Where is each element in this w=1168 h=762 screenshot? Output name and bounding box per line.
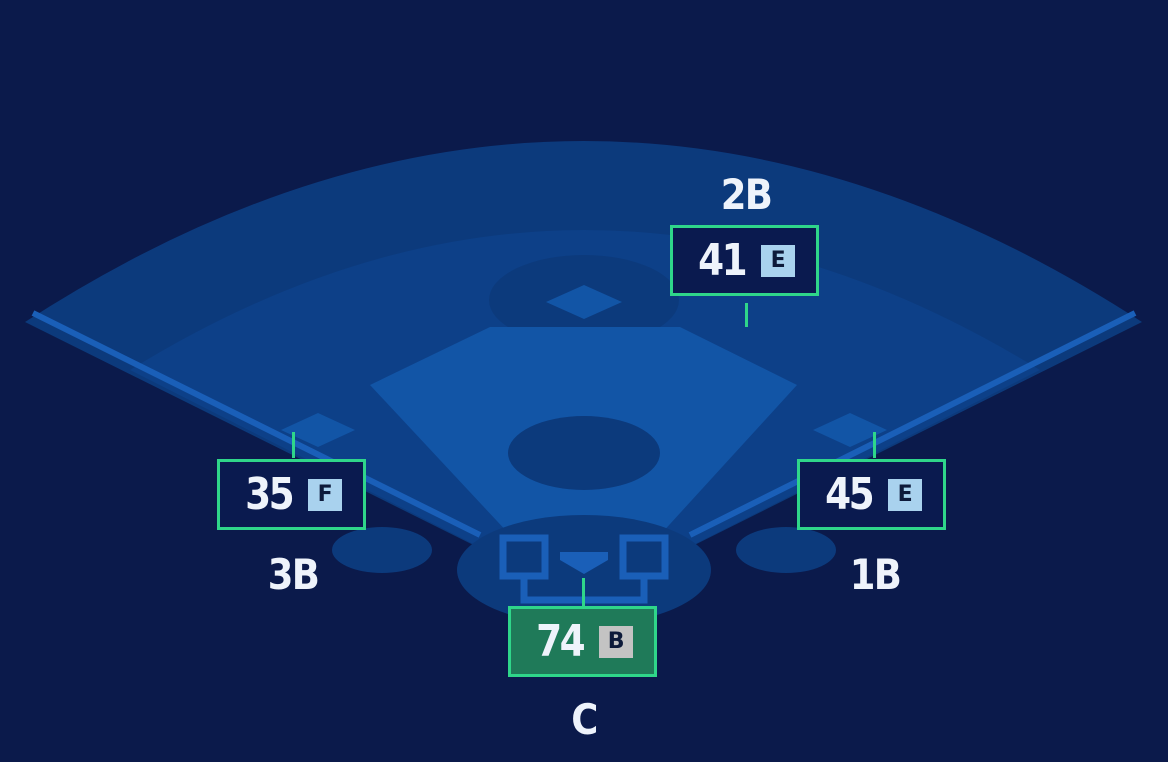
score: 74 xyxy=(536,616,586,667)
position-card-2b[interactable]: 41 E xyxy=(670,225,819,296)
position-card-3b[interactable]: 35 F xyxy=(217,459,366,530)
score: 45 xyxy=(825,469,875,520)
connector-3b xyxy=(292,432,295,458)
pitchers-mound xyxy=(508,416,660,490)
connector-c xyxy=(582,578,585,606)
position-label-1b: 1B xyxy=(849,550,902,599)
score: 35 xyxy=(245,469,295,520)
foul-line-right xyxy=(688,310,1137,538)
position-card-1b[interactable]: 45 E xyxy=(797,459,946,530)
third-base-bag xyxy=(281,413,355,447)
score: 41 xyxy=(698,235,748,286)
grade-badge: E xyxy=(761,244,796,277)
second-base-bag xyxy=(546,285,622,319)
home-plate xyxy=(560,552,608,574)
position-card-c[interactable]: 74 B xyxy=(508,606,657,677)
first-base-bag xyxy=(813,413,887,447)
grade-badge: B xyxy=(599,625,634,658)
position-label-2b: 2B xyxy=(720,170,773,219)
grade-badge: F xyxy=(308,478,343,511)
position-label-3b: 3B xyxy=(267,550,320,599)
connector-2b xyxy=(745,303,748,327)
grade-badge: E xyxy=(888,478,923,511)
batters-boxes xyxy=(499,534,669,604)
first-base-circle xyxy=(736,527,836,573)
third-base-circle xyxy=(332,527,432,573)
connector-1b xyxy=(873,432,876,458)
foul-line-left xyxy=(31,310,482,538)
position-label-c: C xyxy=(571,695,598,744)
